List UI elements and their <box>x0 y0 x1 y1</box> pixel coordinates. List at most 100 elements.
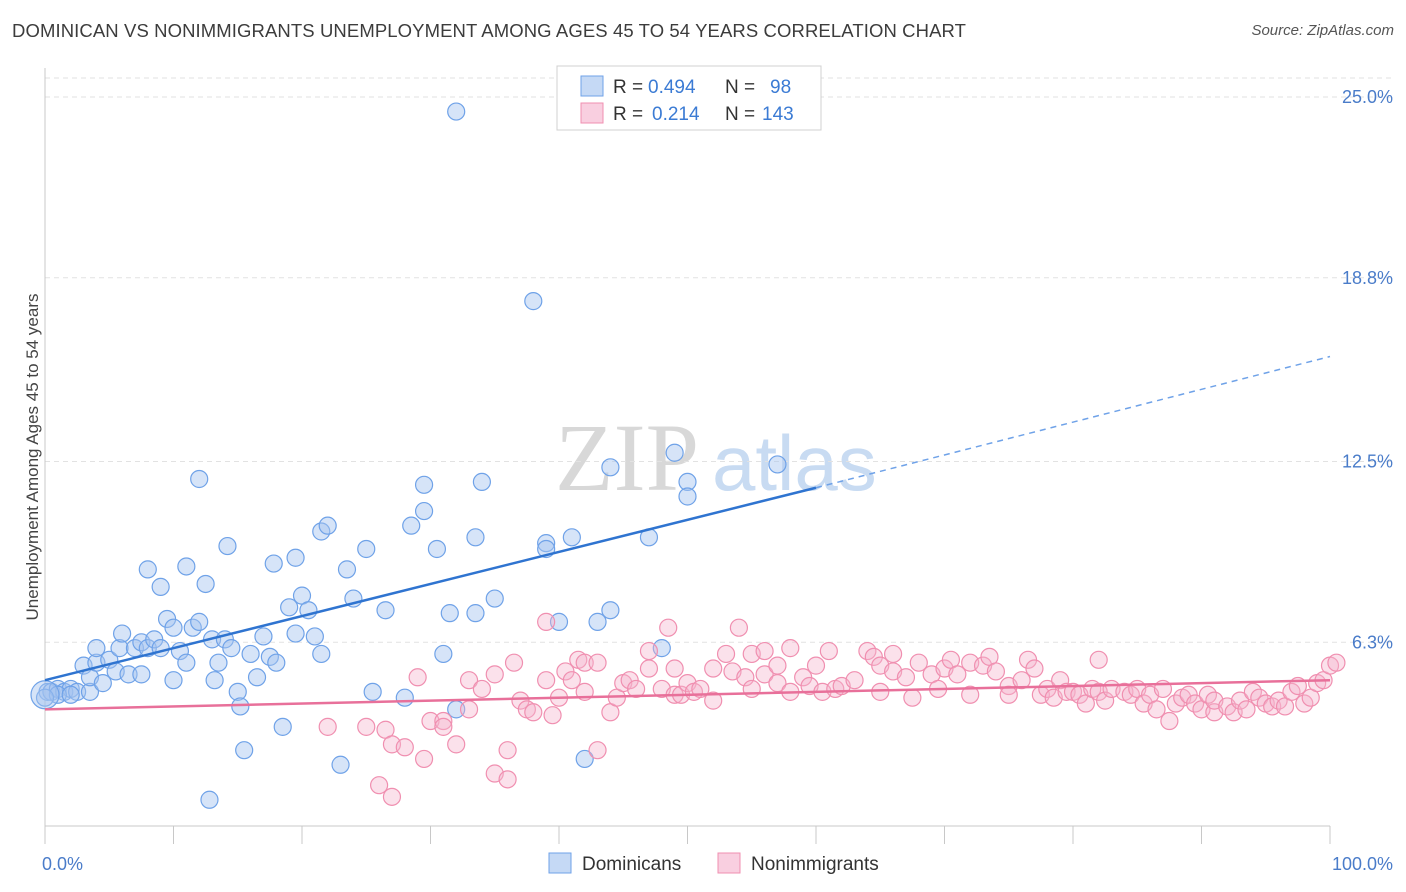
y-tick-label-3: 25.0% <box>1342 87 1393 107</box>
nonimmigrants-point-61 <box>768 656 787 675</box>
dominicans-point-65 <box>363 682 382 701</box>
dominicans-point-97 <box>35 688 55 707</box>
nonimmigrants-point-107 <box>1096 691 1115 710</box>
dominicans-point-73 <box>440 604 459 623</box>
dominicans-point-77 <box>466 528 485 547</box>
nonimmigrants-point-66 <box>806 656 826 675</box>
dominicans-point-30 <box>177 653 196 672</box>
legend-n-value-0: 98 <box>770 77 791 98</box>
dominicans-cluster-point <box>30 680 60 710</box>
nonimmigrants-point-10 <box>434 711 453 731</box>
legend-r-value-0: 0.494 <box>648 77 696 98</box>
nonimmigrants-point-2 <box>370 776 389 795</box>
dominicans-point-85 <box>575 749 594 769</box>
dominicans-point-68 <box>402 516 421 535</box>
series-dominicans <box>30 102 787 809</box>
nonimmigrants-point-6 <box>395 738 414 757</box>
legend-bottom-swatch-nonimmigrants <box>717 852 741 874</box>
nonimmigrants-point-75 <box>871 682 890 701</box>
nonimmigrants-point-95 <box>1025 659 1044 678</box>
dominicans-point-60 <box>318 516 337 535</box>
dominicans-point-67 <box>395 688 414 707</box>
legend-n-label-0: N = <box>725 77 755 98</box>
dominicans-point-11 <box>93 674 112 693</box>
nonimmigrants-point-142 <box>1327 653 1346 672</box>
dominicans-point-49 <box>264 554 283 573</box>
nonimmigrants-point-55 <box>736 668 755 687</box>
nonimmigrants-point-85 <box>948 665 967 684</box>
nonimmigrants-point-43 <box>659 618 678 637</box>
nonimmigrants-point-99 <box>1051 671 1070 690</box>
dominicans-point-14 <box>110 639 129 658</box>
dominicans-point-40 <box>218 536 237 556</box>
dominicans-point-64 <box>357 539 376 559</box>
nonimmigrants-point-41 <box>639 659 659 678</box>
nonimmigrants-point-57 <box>742 679 761 699</box>
dominicans-point-52 <box>280 598 299 617</box>
dominicans-point-79 <box>485 589 504 608</box>
dominicans-point-66 <box>376 601 395 620</box>
dominicans-point-37 <box>205 671 224 690</box>
dominicans-point-78 <box>472 472 491 492</box>
nonimmigrants-point-76 <box>883 644 903 664</box>
nonimmigrants-point-7 <box>408 668 427 687</box>
legend-n-label-1: N = <box>725 104 755 125</box>
dominicans-point-27 <box>164 618 183 637</box>
nonimmigrants-point-68 <box>819 641 838 661</box>
dominicans-point-83 <box>549 612 569 631</box>
trend-lines <box>44 355 1331 711</box>
dominicans-point-43 <box>231 697 250 716</box>
watermark: ZIP atlas <box>555 404 877 511</box>
nonimmigrants-point-59 <box>755 665 774 684</box>
legend-n-value-1: 143 <box>762 104 794 125</box>
dominicans-point-54 <box>286 548 305 567</box>
legend-top: R = 0.494 N = 98 R = 0.214 N = 143 <box>556 65 822 131</box>
dominicans-point-88 <box>601 458 620 477</box>
dominicans-point-70 <box>414 501 434 521</box>
dominicans-point-10 <box>87 639 106 658</box>
dominicans-point-51 <box>273 717 292 736</box>
dominicans-point-91 <box>665 443 684 462</box>
nonimmigrants-point-14 <box>459 700 479 719</box>
nonimmigrants-point-79 <box>903 688 922 707</box>
dominicans-trend-extension <box>815 355 1331 489</box>
nonimmigrants-point-58 <box>755 641 774 661</box>
dominicans-point-86 <box>588 612 607 631</box>
nonimmigrants-point-1 <box>357 717 376 736</box>
dominicans-point-57 <box>305 627 324 646</box>
legend-swatch-dominicans <box>580 75 604 97</box>
dominicans-point-69 <box>414 475 434 494</box>
nonimmigrants-point-16 <box>485 665 504 684</box>
nonimmigrants-point-34 <box>588 741 607 760</box>
y-axis-ticks: 6.3% 12.5% 18.8% 25.0% <box>1342 87 1393 652</box>
dominicans-point-41 <box>222 639 241 658</box>
dominicans-point-34 <box>196 574 215 594</box>
nonimmigrants-point-78 <box>896 668 916 687</box>
dominicans-trend-line <box>44 486 817 682</box>
dominicans-point-72 <box>434 644 453 664</box>
legend-bottom-swatch-dominicans <box>548 852 572 874</box>
nonimmigrants-point-25 <box>537 671 556 690</box>
y-tick-label-2: 18.8% <box>1342 268 1393 288</box>
dominicans-point-92 <box>678 472 697 492</box>
grid-lines <box>45 77 1395 643</box>
nonimmigrants-point-52 <box>716 644 736 664</box>
nonimmigrants-point-26 <box>543 706 562 725</box>
chart-title: DOMINICAN VS NONIMMIGRANTS UNEMPLOYMENT … <box>12 20 967 41</box>
dominicans-point-62 <box>337 560 357 579</box>
nonimmigrants-point-13 <box>459 671 479 690</box>
legend-swatch-nonimmigrants <box>580 102 604 124</box>
nonimmigrants-point-8 <box>414 749 434 769</box>
y-axis-title: Unemployment Among Ages 45 to 54 years <box>23 294 42 621</box>
nonimmigrants-point-15 <box>472 679 491 699</box>
nonimmigrants-point-40 <box>639 641 659 661</box>
nonimmigrants-point-39 <box>626 679 646 699</box>
dominicans-point-46 <box>247 668 267 687</box>
dominicans-point-7 <box>80 682 100 701</box>
dominicans-point-35 <box>200 790 219 809</box>
legend-r-label-0: R = <box>613 77 643 98</box>
nonimmigrants-point-23 <box>524 703 543 722</box>
dominicans-point-61 <box>331 755 350 774</box>
dominicans-point-53 <box>286 624 305 643</box>
nonimmigrants-point-90 <box>986 662 1006 681</box>
